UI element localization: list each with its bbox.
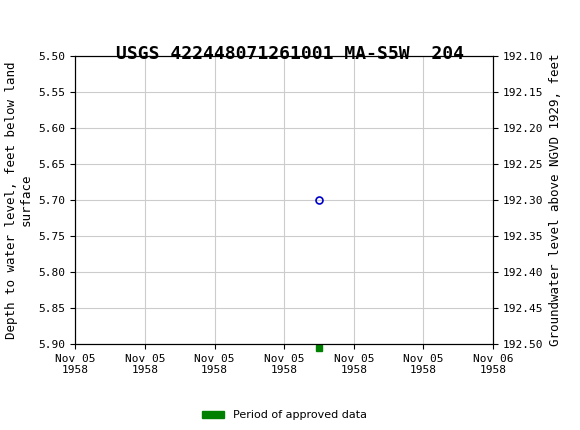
Y-axis label: Depth to water level, feet below land
surface: Depth to water level, feet below land su… <box>5 61 33 339</box>
Legend: Period of approved data: Period of approved data <box>197 406 371 425</box>
Text: USGS 422448071261001 MA-S5W  204: USGS 422448071261001 MA-S5W 204 <box>116 45 464 63</box>
Y-axis label: Groundwater level above NGVD 1929, feet: Groundwater level above NGVD 1929, feet <box>549 54 562 346</box>
Text: ≈USGS: ≈USGS <box>9 10 63 28</box>
